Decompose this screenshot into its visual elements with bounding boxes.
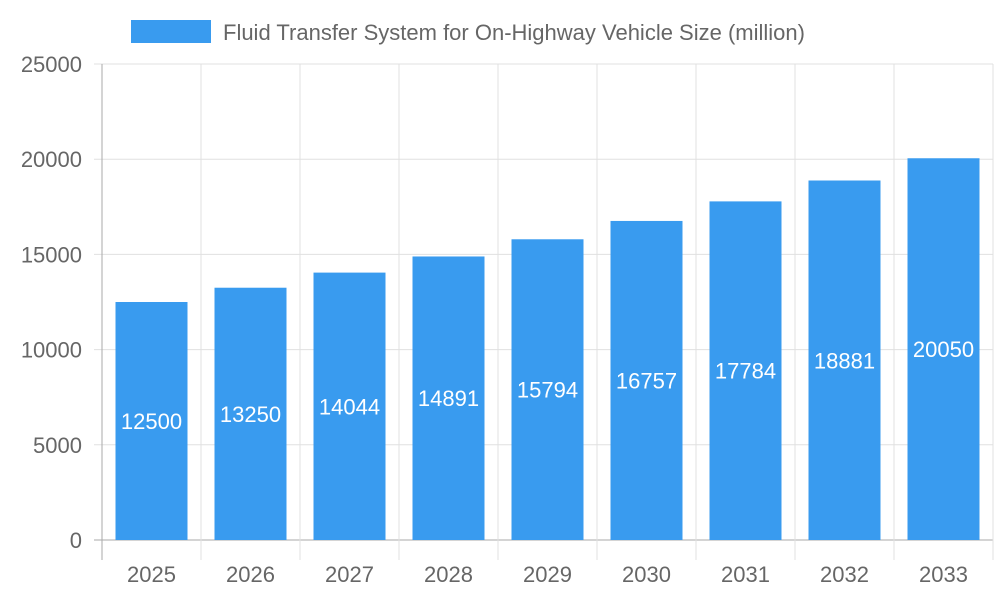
x-tick-label: 2025: [127, 562, 176, 587]
y-tick-label: 5000: [33, 433, 82, 458]
x-tick-label: 2029: [523, 562, 572, 587]
bar-2026[interactable]: [214, 287, 287, 540]
x-tick-label: 2028: [424, 562, 473, 587]
data-label-2027: 14044: [319, 394, 380, 419]
data-label-2026: 13250: [220, 402, 281, 427]
data-label-2025: 12500: [121, 409, 182, 434]
bar-2032[interactable]: [808, 180, 881, 541]
data-label-2030: 16757: [616, 368, 677, 393]
bar-2028[interactable]: [412, 256, 485, 540]
legend-swatch: [131, 20, 211, 43]
x-tick-label: 2032: [820, 562, 869, 587]
bars: 12500 13250 14044 14891 15794 16757 17784 18881…: [115, 158, 980, 541]
data-label-2029: 15794: [517, 378, 578, 403]
data-label-2032: 18881: [814, 348, 875, 373]
bar-2025[interactable]: [115, 302, 188, 540]
axes: 0 5000 10000 15000 20000 25000 2025 2026 2027 202…: [21, 52, 968, 587]
y-tick-label: 0: [70, 528, 82, 553]
y-tick-label: 25000: [21, 52, 82, 77]
data-label-2033: 20050: [913, 337, 974, 362]
y-tick-label: 20000: [21, 147, 82, 172]
x-tick-label: 2031: [721, 562, 770, 587]
x-tick-label: 2030: [622, 562, 671, 587]
bar-2030[interactable]: [610, 220, 683, 540]
legend[interactable]: Fluid Transfer System for On-Highway Veh…: [131, 20, 805, 45]
data-label-2031: 17784: [715, 359, 776, 384]
data-label-2028: 14891: [418, 386, 479, 411]
x-tick-label: 2026: [226, 562, 275, 587]
x-tick-label: 2033: [919, 562, 968, 587]
x-tick-label: 2027: [325, 562, 374, 587]
bar-2033[interactable]: [907, 158, 980, 541]
bar-2029[interactable]: [511, 239, 584, 541]
bar-2027[interactable]: [313, 272, 386, 540]
y-tick-label: 15000: [21, 242, 82, 267]
bar-2031[interactable]: [709, 201, 782, 540]
y-tick-label: 10000: [21, 338, 82, 363]
grid: [94, 63, 994, 560]
legend-label: Fluid Transfer System for On-Highway Veh…: [223, 20, 805, 45]
